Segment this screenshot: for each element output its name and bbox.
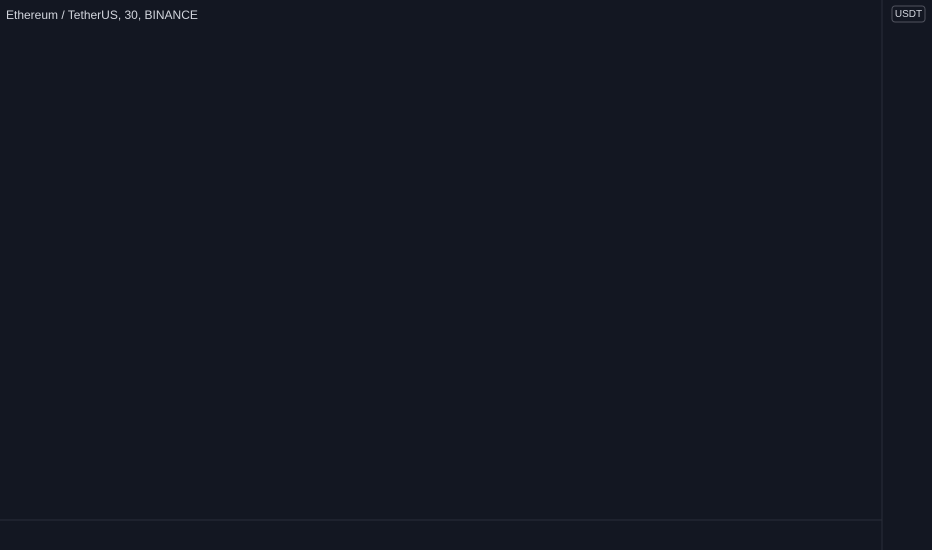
currency-box[interactable] bbox=[891, 5, 926, 23]
currency[interactable]: USDT bbox=[895, 9, 922, 20]
chart-title: Ethereum / TetherUS, 30, BINANCE bbox=[6, 8, 198, 22]
